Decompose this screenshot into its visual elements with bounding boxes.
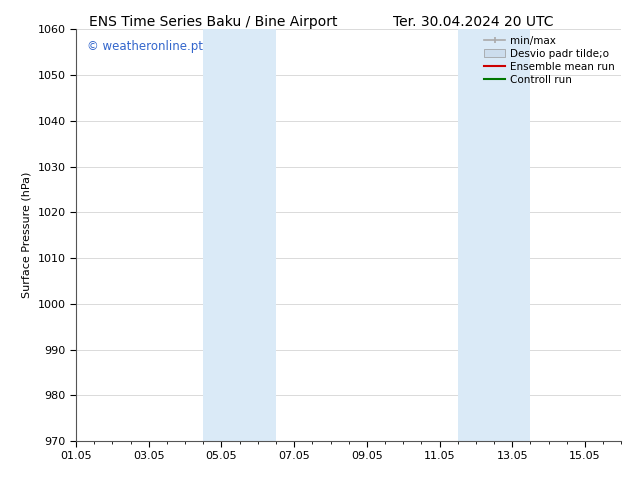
Text: ENS Time Series Baku / Bine Airport: ENS Time Series Baku / Bine Airport — [89, 15, 337, 29]
Text: Ter. 30.04.2024 20 UTC: Ter. 30.04.2024 20 UTC — [393, 15, 553, 29]
Bar — [458, 29, 531, 441]
Text: © weatheronline.pt: © weatheronline.pt — [87, 40, 203, 53]
Legend: min/max, Desvio padr tilde;o, Ensemble mean run, Controll run: min/max, Desvio padr tilde;o, Ensemble m… — [480, 31, 619, 89]
Y-axis label: Surface Pressure (hPa): Surface Pressure (hPa) — [22, 172, 32, 298]
Bar — [204, 29, 276, 441]
Title: ENS Time Series Baku / Bine Airport        Ter. 30.04.2024 20 UTC: ENS Time Series Baku / Bine Airport Ter.… — [0, 489, 1, 490]
